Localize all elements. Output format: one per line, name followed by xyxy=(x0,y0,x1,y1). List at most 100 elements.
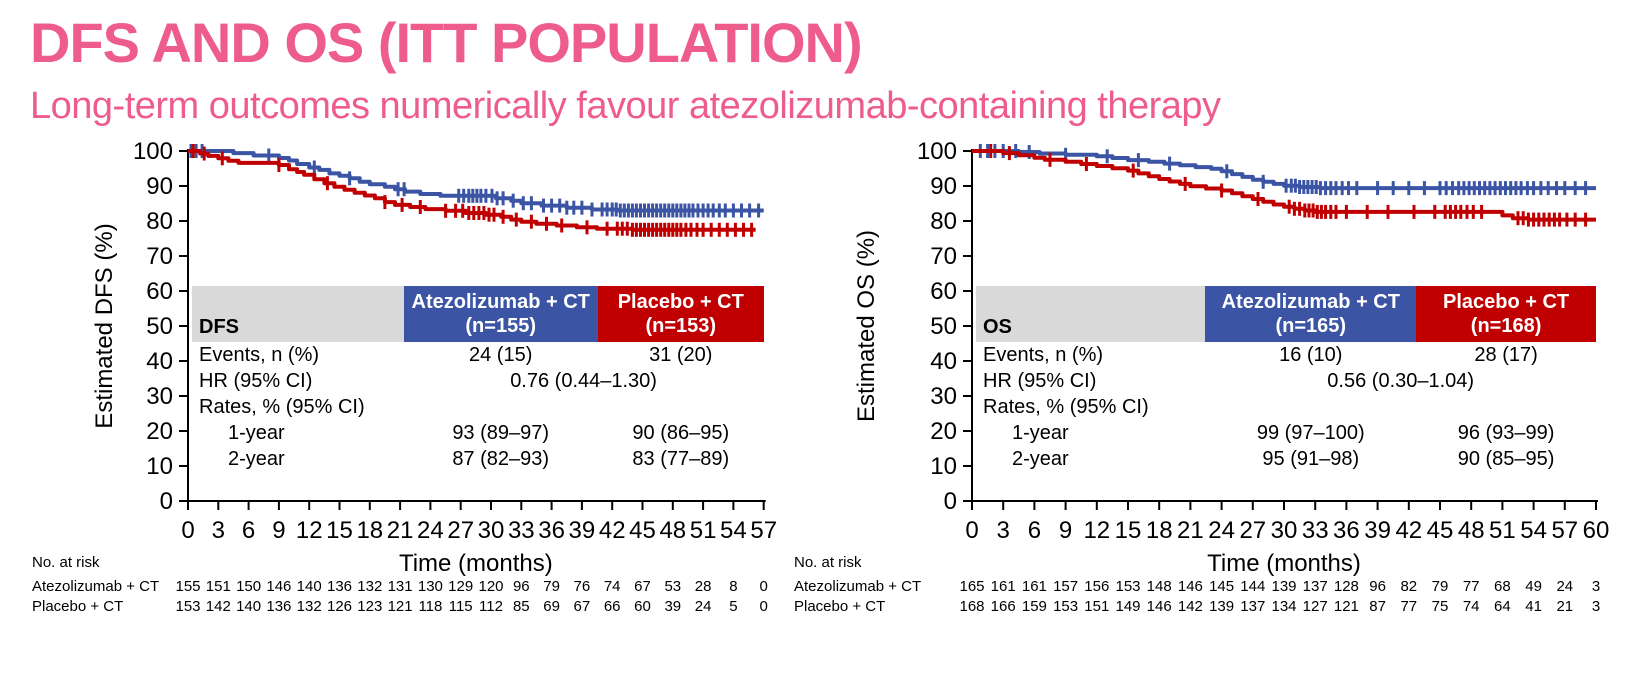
stats-row: HR (95% CI) 0.56 (0.30–1.04) xyxy=(976,368,1596,394)
risk-count: 132 xyxy=(357,578,382,595)
svg-text:51: 51 xyxy=(690,517,717,544)
svg-text:18: 18 xyxy=(356,517,383,544)
risk-count: 168 xyxy=(959,598,984,615)
stats-row-label: 2-year xyxy=(1012,447,1069,470)
svg-text:30: 30 xyxy=(146,383,173,410)
svg-text:45: 45 xyxy=(629,517,656,544)
svg-text:33: 33 xyxy=(1302,517,1329,544)
stats-table-header: OS Atezolizumab + CT (n=165) Placebo + CT (n… xyxy=(976,285,1596,342)
risk-count: 155 xyxy=(175,578,200,595)
risk-count: 74 xyxy=(604,578,621,595)
risk-count: 139 xyxy=(1209,598,1234,615)
svg-text:60: 60 xyxy=(930,278,957,305)
x-axis-title: Time (months) xyxy=(399,550,553,577)
svg-text:60: 60 xyxy=(146,278,173,305)
svg-text:9: 9 xyxy=(272,517,285,544)
svg-text:15: 15 xyxy=(1115,517,1142,544)
risk-count: 146 xyxy=(266,578,291,595)
svg-text:21: 21 xyxy=(1177,517,1204,544)
risk-count: 5 xyxy=(729,598,737,615)
svg-text:42: 42 xyxy=(599,517,626,544)
risk-table-title: No. at risk xyxy=(32,554,100,571)
stats-row-label: 1-year xyxy=(228,421,285,444)
risk-count: 161 xyxy=(1022,578,1047,595)
stats-value-atezolizumab: 93 (89–97) xyxy=(452,421,550,444)
stats-row: HR (95% CI) 0.76 (0.44–1.30) xyxy=(192,368,764,394)
risk-count: 165 xyxy=(959,578,984,595)
stats-row-label: 2-year xyxy=(228,447,285,470)
svg-text:40: 40 xyxy=(146,348,173,375)
svg-text:27: 27 xyxy=(1239,517,1266,544)
risk-count: 67 xyxy=(574,598,591,615)
svg-text:21: 21 xyxy=(387,517,414,544)
stats-value-placebo: 28 (17) xyxy=(1474,343,1538,366)
svg-text:60: 60 xyxy=(1583,517,1610,544)
risk-count: 24 xyxy=(695,598,712,615)
risk-count: 28 xyxy=(695,578,712,595)
svg-text:54: 54 xyxy=(1520,517,1547,544)
risk-count: 79 xyxy=(543,578,560,595)
km-curve xyxy=(188,148,764,213)
svg-text:39: 39 xyxy=(569,517,596,544)
svg-text:51: 51 xyxy=(1489,517,1516,544)
risk-count: 41 xyxy=(1525,598,1542,615)
risk-count: 0 xyxy=(760,578,768,595)
censor-marks xyxy=(978,143,1588,195)
svg-text:39: 39 xyxy=(1364,517,1391,544)
risk-count: 74 xyxy=(1463,598,1480,615)
svg-text:15: 15 xyxy=(326,517,353,544)
risk-count: 139 xyxy=(1271,578,1296,595)
y-axis-title: Estimated OS (%) xyxy=(853,230,880,422)
risk-count: 161 xyxy=(991,578,1016,595)
svg-text:18: 18 xyxy=(1146,517,1173,544)
risk-count: 118 xyxy=(418,598,442,615)
km-curve xyxy=(188,148,756,232)
dfs-series-atezolizumab xyxy=(188,143,764,218)
svg-text:12: 12 xyxy=(296,517,323,544)
svg-text:45: 45 xyxy=(1427,517,1454,544)
page-title: DFS AND OS (ITT POPULATION) xyxy=(30,11,863,74)
slide: DFS AND OS (ITT POPULATION) Long-term ou… xyxy=(30,11,1610,628)
stats-row: 1-year 93 (89–97) 90 (86–95) xyxy=(192,420,764,446)
svg-text:33: 33 xyxy=(508,517,535,544)
svg-text:42: 42 xyxy=(1395,517,1422,544)
risk-count: 60 xyxy=(634,598,651,615)
km-curve xyxy=(972,148,1596,190)
stats-value-atezolizumab: 24 (15) xyxy=(469,343,533,366)
risk-count: 24 xyxy=(1556,578,1573,595)
stats-value-placebo: 96 (93–99) xyxy=(1457,421,1555,444)
risk-row-label: Placebo + CT xyxy=(794,598,885,615)
svg-text:70: 70 xyxy=(146,243,173,270)
risk-count: 77 xyxy=(1463,578,1480,595)
dfs-km-chart: 0 10 20 30 40 50 60 70 80 90 100 0 3 6 9 12 15 18 21 24 27 30… xyxy=(30,131,778,628)
risk-count: 166 xyxy=(991,598,1016,615)
risk-count: 151 xyxy=(1084,598,1109,615)
risk-count: 136 xyxy=(327,578,352,595)
svg-text:70: 70 xyxy=(930,243,957,270)
svg-text:50: 50 xyxy=(930,313,957,340)
risk-count: 67 xyxy=(634,578,651,595)
svg-text:90: 90 xyxy=(146,173,173,200)
svg-text:36: 36 xyxy=(538,517,565,544)
risk-count: 0 xyxy=(760,598,768,615)
stats-row: Rates, % (95% CI) xyxy=(192,394,764,420)
svg-text:80: 80 xyxy=(146,208,173,235)
svg-text:10: 10 xyxy=(146,453,173,480)
risk-count: 115 xyxy=(449,598,473,615)
tick-marks xyxy=(963,149,1597,510)
risk-count: 136 xyxy=(266,598,291,615)
risk-count: 120 xyxy=(478,578,503,595)
risk-count: 150 xyxy=(236,578,261,595)
svg-text:3: 3 xyxy=(997,517,1010,544)
svg-text:57: 57 xyxy=(750,517,777,544)
risk-count: 153 xyxy=(1053,598,1078,615)
x-axis-title: Time (months) xyxy=(1207,550,1361,577)
stats-row: Events, n (%) 16 (10) 28 (17) xyxy=(976,342,1596,368)
stats-value-placebo: 31 (20) xyxy=(649,343,713,366)
stats-value-atezolizumab: 16 (10) xyxy=(1279,343,1343,366)
stats-value-atezolizumab: 99 (97–100) xyxy=(1256,421,1365,444)
risk-count: 8 xyxy=(729,578,737,595)
risk-count: 53 xyxy=(664,578,681,595)
svg-text:12: 12 xyxy=(1083,517,1110,544)
